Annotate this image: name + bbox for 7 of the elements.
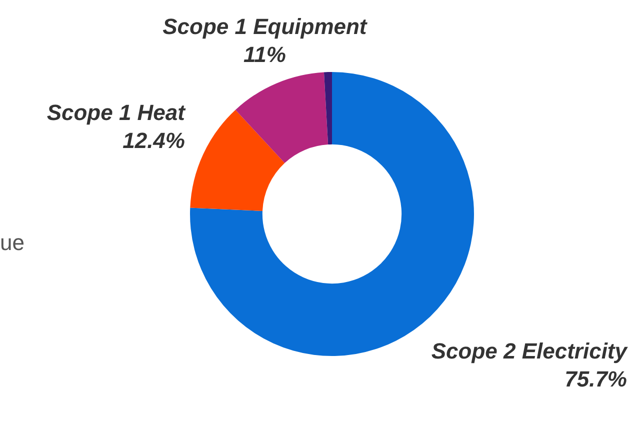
text: ue xyxy=(0,230,24,256)
data-label: 12.4% xyxy=(122,128,185,153)
slice-label: Scope 1 Heat xyxy=(46,100,187,125)
data-label: 75.7% xyxy=(564,366,627,392)
data-label: 11% xyxy=(243,42,286,67)
slice-label: Scope 2 Electricity xyxy=(431,338,629,364)
slice-label: Scope 1 Equipment xyxy=(162,14,368,39)
